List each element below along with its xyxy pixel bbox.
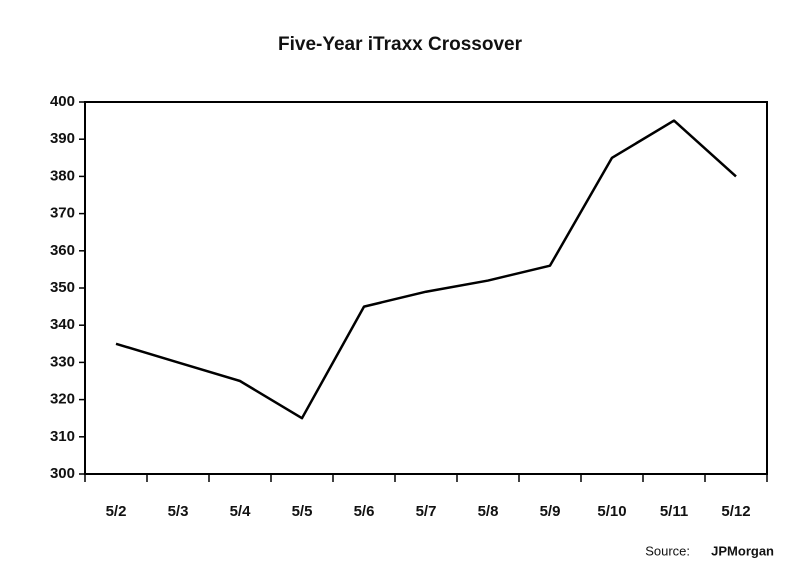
x-tick-label: 5/7: [416, 503, 437, 520]
x-tick-label: 5/3: [168, 503, 189, 520]
x-tick-label: 5/4: [230, 503, 252, 520]
y-tick-label: 310: [50, 428, 75, 445]
y-tick-label: 300: [50, 465, 75, 482]
x-tick-label: 5/9: [540, 503, 561, 520]
x-tick-label: 5/5: [292, 503, 313, 520]
x-tick-label: 5/10: [597, 503, 626, 520]
plot-frame: [84, 101, 768, 475]
x-tick-label: 5/2: [106, 503, 127, 520]
y-tick-label: 360: [50, 242, 75, 259]
y-tick-label: 390: [50, 130, 75, 147]
x-tick-label: 5/11: [660, 503, 688, 520]
x-tick-label: 5/6: [354, 503, 375, 520]
y-tick-label: 350: [50, 279, 75, 296]
source-label: Source:: [645, 543, 690, 558]
y-tick-label: 340: [50, 316, 75, 333]
source: JPMorgan: [711, 543, 774, 558]
x-tick-label: 5/8: [478, 503, 499, 520]
y-tick-label: 320: [50, 391, 75, 408]
data-line: [115, 119, 737, 420]
y-tick-label: 330: [50, 353, 75, 370]
y-tick-label: 380: [50, 167, 75, 184]
y-tick-label: 400: [50, 93, 75, 110]
x-tick-label: 5/12: [721, 503, 750, 520]
y-tick-label: 370: [50, 205, 75, 222]
chart-title: Five-Year iTraxx Crossover: [278, 34, 523, 55]
